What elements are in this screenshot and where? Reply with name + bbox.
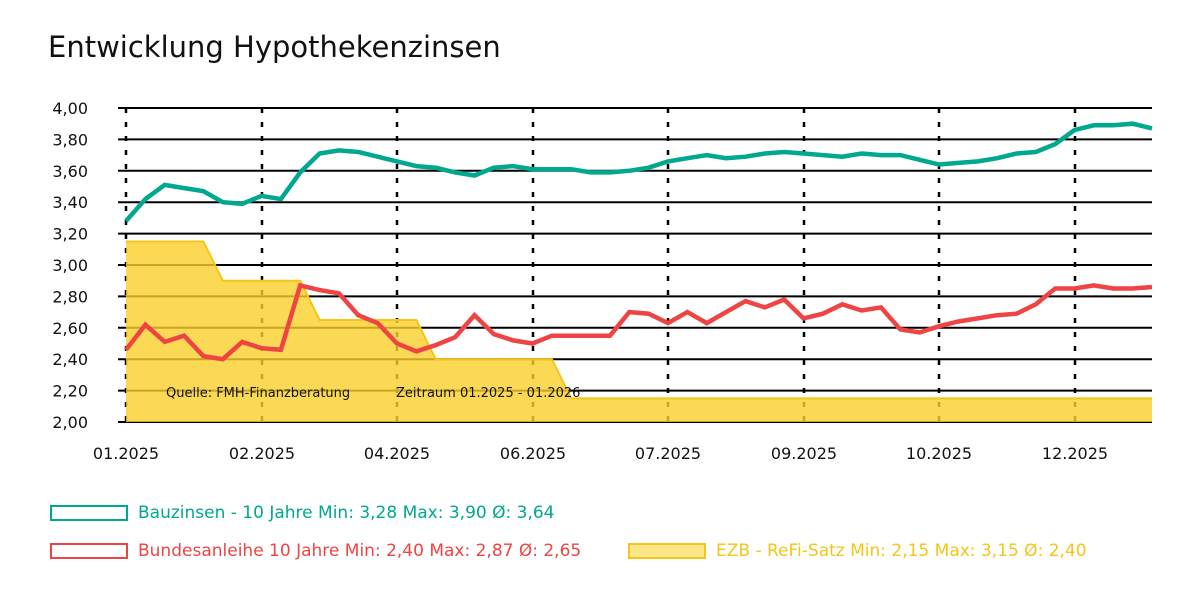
y-tick-label: 3,40 — [52, 193, 88, 212]
y-tick-label: 4,00 — [52, 99, 88, 118]
x-tick-label: 10.2025 — [906, 444, 972, 463]
chart-title: Entwicklung Hypothekenzinsen — [48, 30, 501, 64]
legend-swatch-bauzinsen — [50, 505, 128, 521]
y-tick-label: 3,00 — [52, 256, 88, 275]
chart-period-label: Zeitraum 01.2025 - 01.2026 — [396, 386, 580, 401]
bauzinsen-line — [124, 121, 1153, 223]
x-tick-label: 09.2025 — [771, 444, 837, 463]
y-tick-label: 3,20 — [52, 225, 88, 244]
x-tick-label: 04.2025 — [364, 444, 430, 463]
x-tick-label: 06.2025 — [500, 444, 566, 463]
legend-item-bundesanleihe[interactable]: Bundesanleihe 10 Jahre Min: 2,40 Max: 2,… — [50, 541, 581, 561]
y-tick-label: 3,60 — [52, 162, 88, 181]
bundesanleihe-line — [124, 282, 1153, 362]
x-tick-label: 01.2025 — [93, 444, 159, 463]
chart-source-label: Quelle: FMH-Finanzberatung — [166, 386, 350, 401]
y-tick-label: 3,80 — [52, 130, 88, 149]
y-tick-label: 2,80 — [52, 287, 88, 306]
legend-label-bundesanleihe: Bundesanleihe 10 Jahre Min: 2,40 Max: 2,… — [138, 541, 582, 561]
legend-item-bauzinsen[interactable]: Bauzinsen - 10 Jahre Min: 3,28 Max: 3,90… — [50, 503, 554, 523]
y-tick-label: 2,60 — [52, 319, 88, 338]
ezb-refi-area — [126, 241, 1152, 422]
x-tick-label: 07.2025 — [635, 444, 701, 463]
legend-label-bauzinsen: Bauzinsen - 10 Jahre Min: 3,28 Max: 3,90… — [138, 503, 555, 523]
ezb-refi-line — [126, 240, 1152, 400]
legend-item-ezb[interactable]: EZB - ReFi-Satz Min: 2,15 Max: 3,15 Ø: 2… — [628, 541, 1087, 561]
legend-swatch-bundesanleihe — [50, 543, 128, 559]
y-tick-label: 2,40 — [52, 350, 88, 369]
y-tick-label: 2,20 — [52, 382, 88, 401]
y-tick-label: 2,00 — [52, 413, 88, 432]
legend-label-ezb: EZB - ReFi-Satz Min: 2,15 Max: 3,15 Ø: 2… — [716, 541, 1087, 561]
x-tick-label: 02.2025 — [229, 444, 295, 463]
legend-swatch-ezb — [628, 543, 706, 559]
x-tick-label: 12.2025 — [1042, 444, 1108, 463]
